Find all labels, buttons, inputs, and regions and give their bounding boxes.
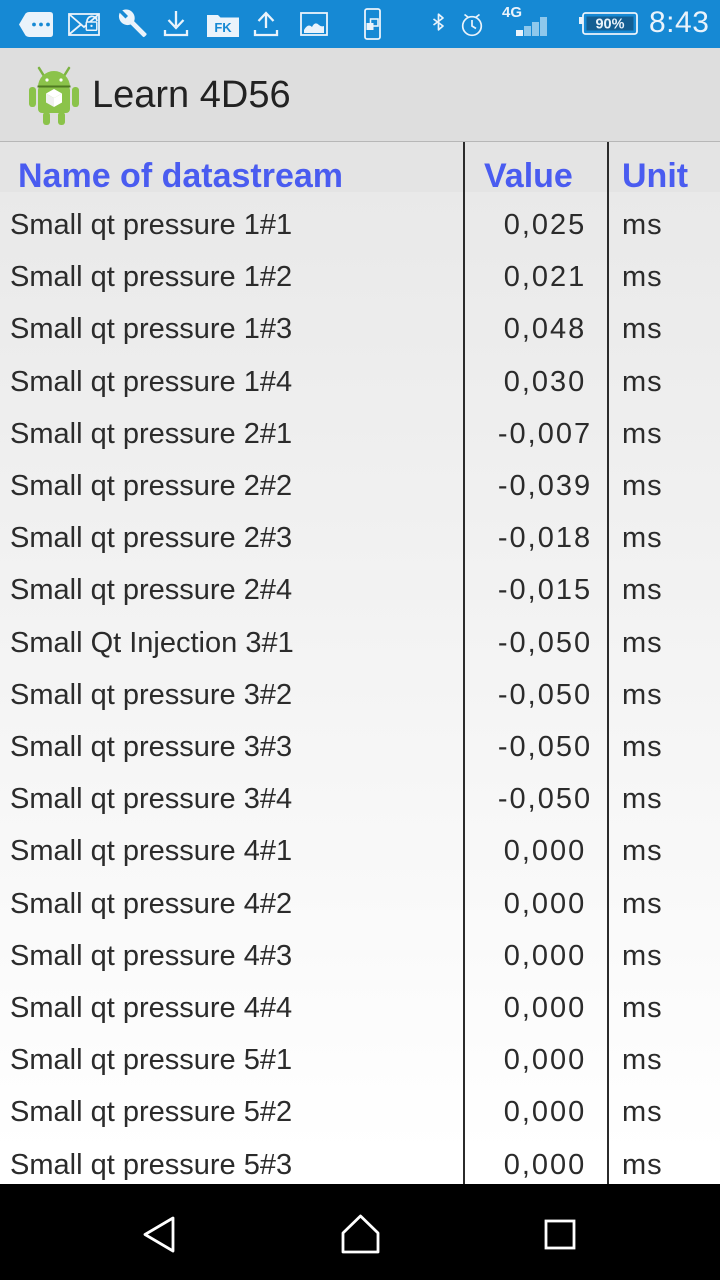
svg-text:FK: FK (214, 20, 232, 35)
svg-text:90%: 90% (595, 16, 624, 32)
